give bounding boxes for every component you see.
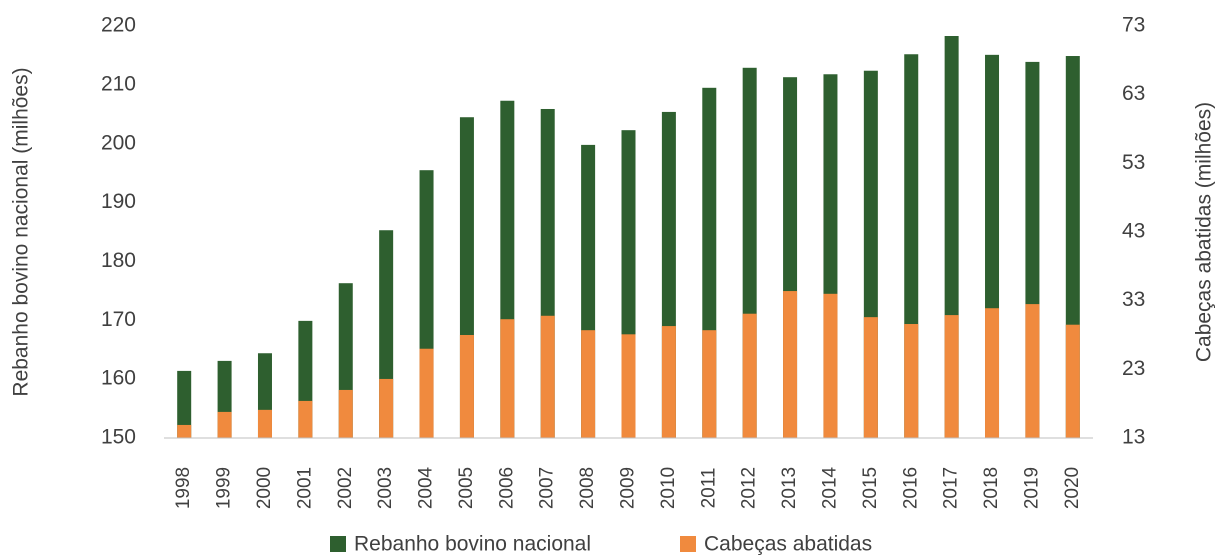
x-tick-label: 2009 bbox=[618, 467, 639, 509]
y-tick-label: 180 bbox=[101, 249, 136, 272]
x-tick-label: 2012 bbox=[739, 467, 760, 509]
bar bbox=[419, 348, 434, 438]
bar bbox=[823, 293, 838, 438]
y2-tick-label: 23 bbox=[1122, 357, 1145, 380]
bar bbox=[177, 424, 192, 438]
bar bbox=[379, 378, 394, 438]
y-tick-label: 210 bbox=[101, 72, 136, 95]
y-axis-title: Rebanho bovino nacional (milhões) bbox=[10, 67, 33, 396]
x-tick-label: 2016 bbox=[900, 467, 921, 509]
x-tick-label: 2019 bbox=[1021, 467, 1042, 509]
x-tick-label: 2002 bbox=[335, 467, 356, 509]
bar bbox=[459, 335, 474, 438]
bar bbox=[661, 326, 676, 438]
bar bbox=[985, 308, 1000, 438]
bar bbox=[540, 315, 555, 438]
y2-tick-label: 33 bbox=[1122, 288, 1145, 311]
legend-swatch bbox=[680, 536, 696, 552]
legend-label: Rebanho bovino nacional bbox=[354, 533, 591, 556]
x-tick-label: 2006 bbox=[496, 467, 517, 509]
x-tick-label: 2013 bbox=[779, 467, 800, 509]
x-tick-label: 2020 bbox=[1062, 467, 1083, 509]
y2-tick-label: 73 bbox=[1122, 14, 1145, 37]
bar bbox=[257, 409, 272, 438]
y2-tick-label: 53 bbox=[1122, 151, 1145, 174]
y-tick-label: 150 bbox=[101, 426, 136, 449]
bar bbox=[944, 315, 959, 438]
bar bbox=[702, 330, 717, 438]
y-tick-label: 200 bbox=[101, 131, 136, 154]
x-tick-label: 1999 bbox=[214, 467, 235, 509]
x-tick-label: 2007 bbox=[537, 467, 558, 509]
x-tick-label: 2004 bbox=[416, 466, 437, 509]
y2-axis-title: Cabeças abatidas (milhões) bbox=[1193, 102, 1216, 362]
legend-label: Cabeças abatidas bbox=[704, 533, 872, 556]
bar bbox=[904, 324, 919, 438]
x-tick-label: 2005 bbox=[456, 467, 477, 509]
legend-swatch bbox=[330, 536, 346, 552]
bar bbox=[177, 370, 192, 438]
y-tick-label: 220 bbox=[101, 14, 136, 37]
x-tick-label: 2000 bbox=[254, 467, 275, 509]
bar bbox=[1065, 324, 1080, 438]
bar bbox=[298, 400, 313, 438]
x-tick-label: 2017 bbox=[941, 467, 962, 509]
x-tick-label: 2010 bbox=[658, 467, 679, 509]
bar bbox=[742, 313, 757, 438]
bar bbox=[581, 330, 596, 438]
x-tick-label: 1998 bbox=[173, 467, 194, 509]
x-tick-label: 2014 bbox=[819, 466, 840, 509]
bar bbox=[217, 411, 232, 438]
bar bbox=[1025, 304, 1040, 438]
x-tick-label: 2018 bbox=[981, 467, 1002, 509]
x-tick-label: 2011 bbox=[698, 468, 719, 509]
x-tick-label: 2015 bbox=[860, 467, 881, 509]
x-tick-label: 2008 bbox=[577, 467, 598, 509]
y2-tick-label: 43 bbox=[1122, 220, 1145, 243]
x-tick-label: 2003 bbox=[375, 467, 396, 509]
bar bbox=[338, 389, 353, 438]
x-tick-label: 2001 bbox=[294, 467, 315, 509]
y2-tick-label: 63 bbox=[1122, 82, 1145, 105]
bar bbox=[863, 317, 878, 438]
y2-tick-label: 13 bbox=[1122, 426, 1145, 449]
y-tick-label: 160 bbox=[101, 367, 136, 390]
bar bbox=[621, 334, 636, 438]
bar bbox=[783, 291, 798, 438]
y-tick-label: 170 bbox=[101, 308, 136, 331]
bar bbox=[500, 319, 515, 438]
y-tick-label: 190 bbox=[101, 190, 136, 213]
